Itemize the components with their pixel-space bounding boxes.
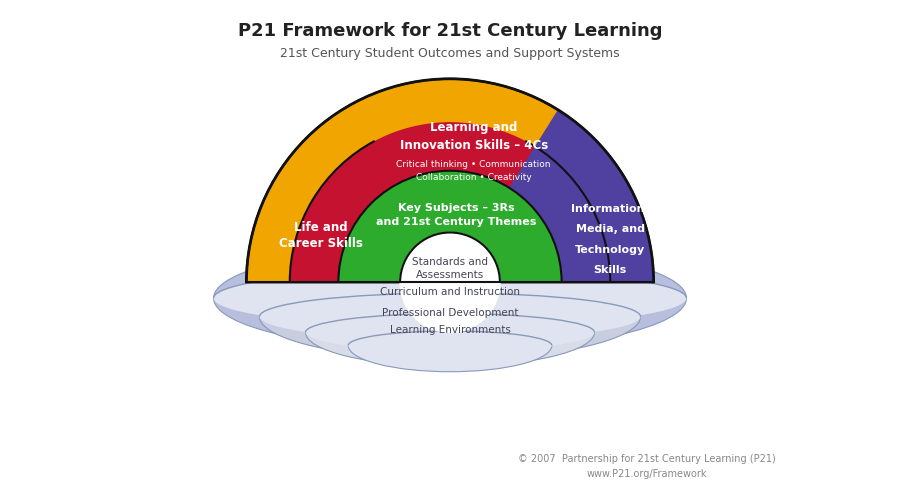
Text: Learning and: Learning and <box>430 121 518 134</box>
Ellipse shape <box>305 313 595 351</box>
Text: P21 Framework for 21st Century Learning: P21 Framework for 21st Century Learning <box>238 22 662 40</box>
Text: Curriculum and Instruction: Curriculum and Instruction <box>380 287 520 297</box>
Text: 21st Century Student Outcomes and Support Systems: 21st Century Student Outcomes and Suppor… <box>280 47 620 60</box>
Text: Professional Development: Professional Development <box>382 308 518 318</box>
Wedge shape <box>290 122 610 282</box>
Text: Innovation Skills – 4Cs: Innovation Skills – 4Cs <box>400 139 548 152</box>
Wedge shape <box>450 110 653 282</box>
Ellipse shape <box>305 298 595 366</box>
Text: Skills: Skills <box>594 265 627 275</box>
Text: Information,: Information, <box>572 204 649 214</box>
Text: Collaboration • Creativity: Collaboration • Creativity <box>416 173 532 182</box>
Text: Standards and
Assessments: Standards and Assessments <box>412 258 488 280</box>
Text: Life and: Life and <box>294 221 348 234</box>
Circle shape <box>400 232 500 332</box>
Wedge shape <box>338 171 562 282</box>
Text: and 21st Century Themes: and 21st Century Themes <box>376 217 536 227</box>
Text: Learning Environments: Learning Environments <box>390 325 510 335</box>
Ellipse shape <box>213 245 687 351</box>
Text: Critical thinking • Communication: Critical thinking • Communication <box>396 160 551 169</box>
Ellipse shape <box>348 331 552 360</box>
Text: Technology: Technology <box>575 244 645 255</box>
Ellipse shape <box>259 274 641 359</box>
Text: Media, and: Media, and <box>576 224 644 234</box>
Ellipse shape <box>213 269 687 327</box>
Text: www.P21.org/Framework: www.P21.org/Framework <box>587 469 707 479</box>
Ellipse shape <box>348 319 552 372</box>
Wedge shape <box>247 79 653 282</box>
Text: Career Skills: Career Skills <box>279 237 364 249</box>
Ellipse shape <box>259 293 641 340</box>
Text: Key Subjects – 3Rs: Key Subjects – 3Rs <box>399 203 515 212</box>
Text: © 2007  Partnership for 21st Century Learning (P21): © 2007 Partnership for 21st Century Lear… <box>518 453 776 464</box>
